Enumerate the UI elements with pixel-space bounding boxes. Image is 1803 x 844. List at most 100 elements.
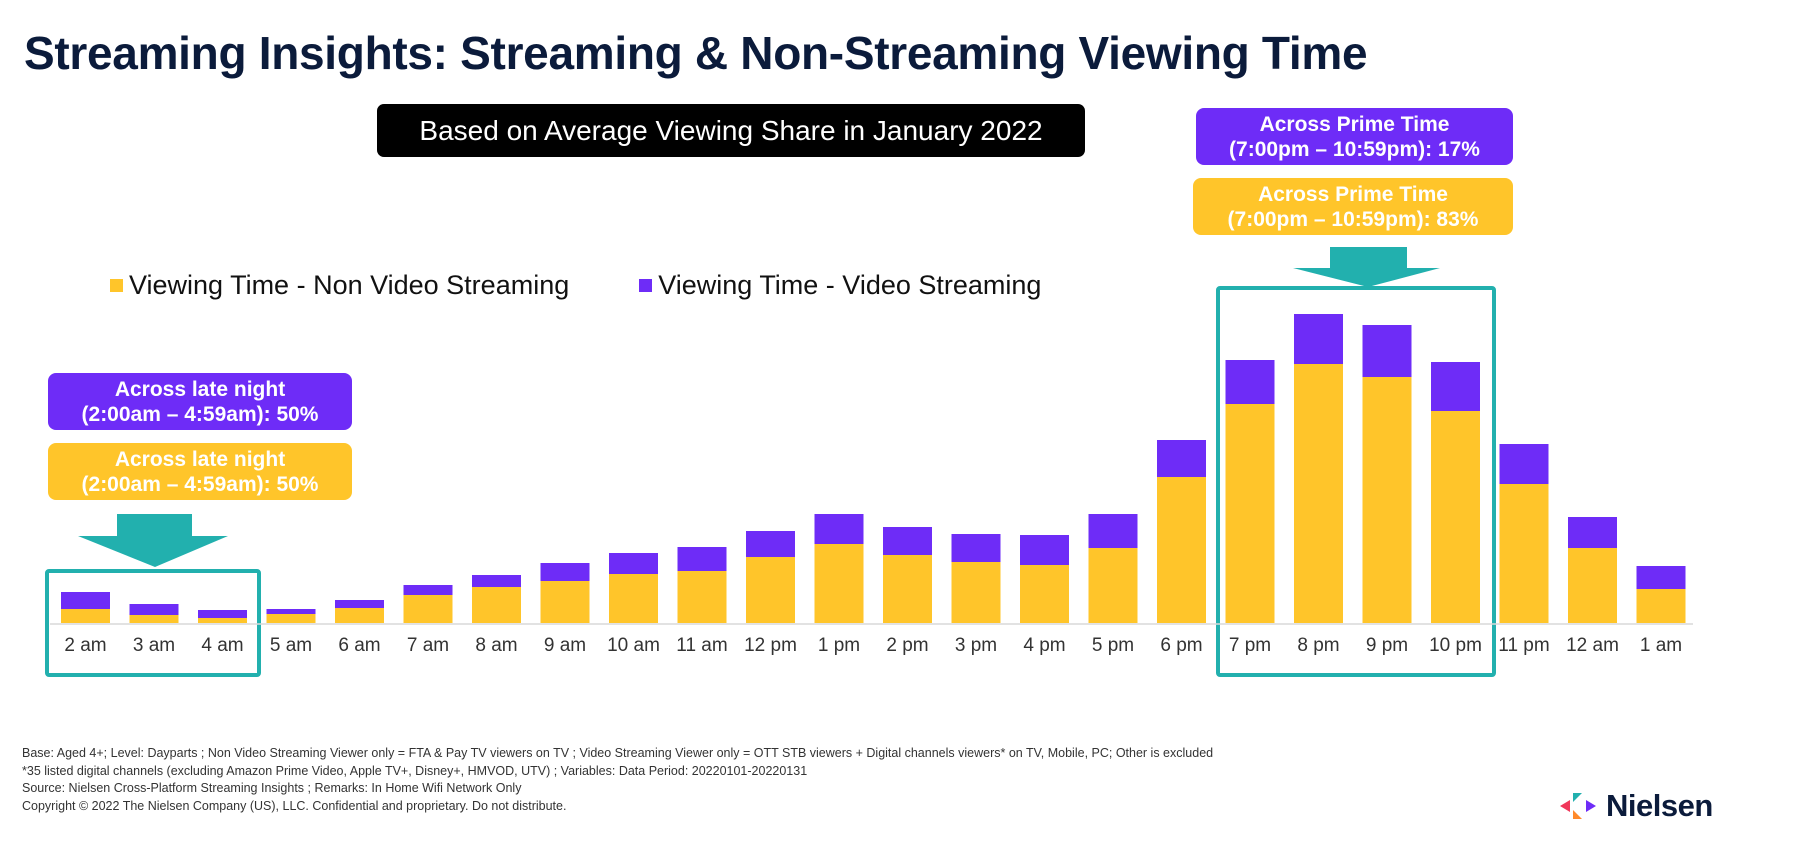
x-tick-label: 11 am (676, 635, 727, 656)
bar-streaming (1431, 362, 1480, 411)
callout-line2: (7:00pm – 10:59pm): 83% (1227, 207, 1479, 231)
bar-streaming (129, 604, 179, 615)
footnote-base: Base: Aged 4+; Level: Dayparts ; Non Vid… (22, 746, 1214, 760)
nielsen-logo-text: Nielsen (1606, 788, 1713, 823)
callout-line1: Across Prime Time (1258, 182, 1448, 206)
callout-prime-time-streaming: Across Prime Time (7:00pm – 10:59pm): 17… (1196, 108, 1513, 165)
callout-line2: (2:00am – 4:59am): 50% (81, 402, 319, 426)
bar-streaming (335, 600, 384, 608)
x-tick-label: 1 pm (818, 635, 860, 656)
bar-non-streaming (198, 618, 247, 623)
bar-non-streaming (1225, 404, 1275, 623)
bar-non-streaming (266, 614, 316, 623)
x-tick-label: 4 am (201, 635, 243, 656)
x-tick-label: 5 pm (1092, 635, 1134, 656)
callout-late-night-non-streaming: Across late night (2:00am – 4:59am): 50% (48, 443, 352, 500)
bar-streaming (1362, 325, 1412, 377)
bar-streaming (1568, 517, 1617, 548)
bar-streaming (1088, 514, 1138, 548)
bar-non-streaming (1294, 364, 1343, 623)
x-tick-label: 3 pm (955, 635, 997, 656)
bar-non-streaming (403, 595, 453, 623)
bar-streaming (540, 563, 590, 581)
callout-line1: Across late night (114, 377, 286, 401)
bar-streaming (403, 585, 453, 595)
footnote-source: Source: Nielsen Cross-Platform Streaming… (22, 781, 522, 795)
callout-line2: (7:00pm – 10:59pm): 17% (1229, 137, 1480, 161)
bar-streaming (1499, 444, 1549, 484)
bar-non-streaming (814, 544, 864, 623)
bar-streaming (61, 592, 110, 609)
legend-label-non-streaming: Viewing Time - Non Video Streaming (129, 270, 570, 300)
bar-non-streaming (746, 557, 795, 623)
x-tick-label: 2 pm (886, 635, 928, 656)
x-tick-label: 12 pm (744, 635, 797, 656)
bar-non-streaming (1020, 565, 1069, 623)
bar-non-streaming (1431, 411, 1480, 623)
bar-streaming (472, 575, 521, 587)
bar-non-streaming (129, 615, 179, 623)
legend-item-streaming: Viewing Time - Video Streaming (639, 270, 1041, 301)
bar-streaming (677, 547, 727, 571)
bar-non-streaming (951, 562, 1001, 623)
bar-non-streaming (883, 555, 932, 623)
legend-item-non-streaming: Viewing Time - Non Video Streaming (110, 270, 569, 301)
x-tick-label: 7 pm (1229, 635, 1271, 656)
bar-non-streaming (609, 574, 658, 623)
bar-streaming (883, 527, 932, 555)
x-tick-label: 11 pm (1498, 635, 1549, 656)
subtitle-badge: Based on Average Viewing Share in Januar… (377, 104, 1085, 157)
x-tick-label: 12 am (1566, 635, 1619, 656)
x-tick-label: 6 am (338, 635, 380, 656)
bar-non-streaming (1568, 548, 1617, 623)
x-tick-label: 8 pm (1297, 635, 1339, 656)
x-tick-label: 2 am (64, 635, 106, 656)
bar-non-streaming (677, 571, 727, 623)
x-tick-label: 3 am (133, 635, 175, 656)
legend-label-streaming: Viewing Time - Video Streaming (658, 270, 1042, 300)
footnote-copyright: Copyright © 2022 The Nielsen Company (US… (22, 798, 567, 813)
late-night-highlight-box (45, 569, 261, 677)
bar-streaming (1225, 360, 1275, 404)
x-tick-label: 1 am (1640, 635, 1682, 656)
bar-non-streaming (335, 608, 384, 623)
bar-non-streaming (1499, 484, 1549, 623)
prime-time-highlight-box (1216, 286, 1496, 677)
page-title: Streaming Insights: Streaming & Non-Stre… (24, 27, 1368, 79)
x-tick-label: 5 am (270, 635, 312, 656)
x-tick-label: 8 am (475, 635, 517, 656)
x-tick-label: 9 pm (1366, 635, 1408, 656)
bar-non-streaming (1157, 477, 1206, 623)
callout-prime-time-non-streaming: Across Prime Time (7:00pm – 10:59pm): 83… (1193, 178, 1513, 235)
bar-non-streaming (1362, 377, 1412, 623)
late-night-arrow-icon (78, 514, 228, 567)
bar-streaming (951, 534, 1001, 562)
bar-streaming (198, 610, 247, 618)
bar-streaming (814, 514, 864, 544)
prime-time-arrow-icon (1293, 247, 1440, 287)
callout-line2: (2:00am – 4:59am): 50% (81, 472, 319, 496)
bar-non-streaming (1636, 589, 1686, 623)
bar-streaming (746, 531, 795, 557)
bar-streaming (609, 553, 658, 574)
x-tick-label: 10 pm (1429, 635, 1482, 656)
legend-swatch-non-streaming (110, 279, 123, 292)
footnotes: Base: Aged 4+; Level: Dayparts ; Non Vid… (22, 745, 1213, 815)
nielsen-logo-icon (1560, 793, 1596, 819)
bar-non-streaming (1088, 548, 1138, 623)
x-tick-label: 4 pm (1023, 635, 1065, 656)
nielsen-logo: Nielsen (1558, 788, 1713, 824)
x-tick-label: 6 pm (1160, 635, 1202, 656)
callout-line1: Across late night (114, 447, 286, 471)
bar-streaming (1020, 535, 1069, 565)
legend-swatch-streaming (639, 279, 653, 292)
subtitle-text: Based on Average Viewing Share in Januar… (419, 114, 1043, 146)
callout-line1: Across Prime Time (1259, 112, 1450, 136)
x-tick-label: 9 am (544, 635, 586, 656)
bar-non-streaming (61, 609, 110, 623)
bar-non-streaming (472, 587, 521, 623)
bar-streaming (1157, 440, 1206, 477)
footnote-channels: *35 listed digital channels (excluding A… (22, 763, 808, 778)
chart-legend: Viewing Time - Non Video Streaming Viewi… (110, 270, 1041, 301)
